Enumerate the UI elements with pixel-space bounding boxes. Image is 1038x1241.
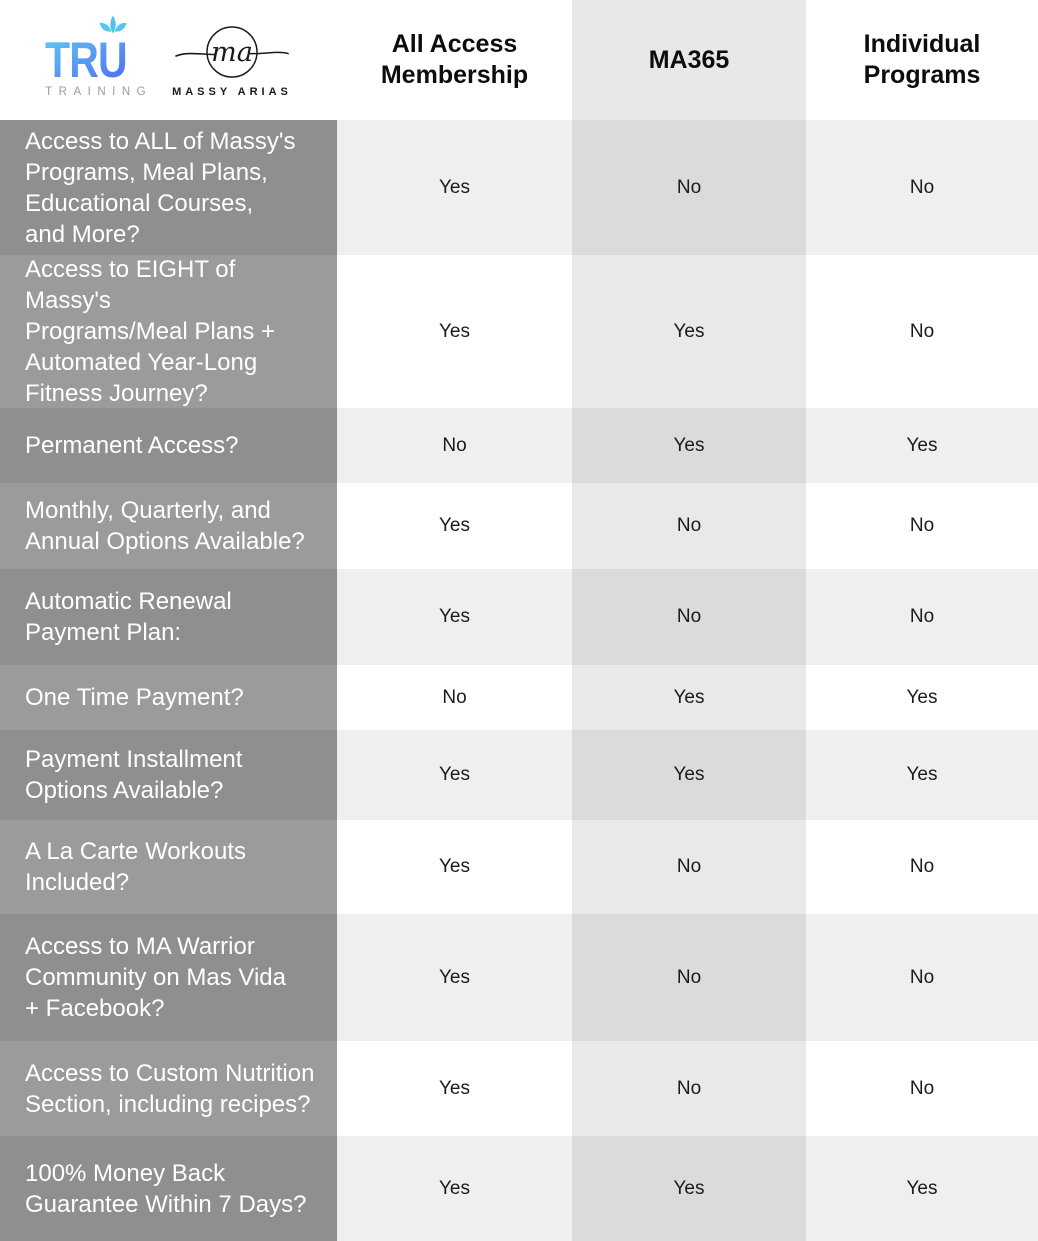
value-individual: No: [806, 1041, 1038, 1136]
value-all-access: No: [337, 665, 572, 730]
value-individual: Yes: [806, 1136, 1038, 1241]
feature-label: Permanent Access?: [0, 408, 337, 483]
value-ma365: Yes: [572, 408, 806, 483]
svg-text:ma: ma: [211, 37, 253, 68]
value-all-access: Yes: [337, 569, 572, 665]
table-row: Automatic Renewal Payment Plan: Yes No N…: [0, 569, 1038, 665]
feature-label: 100% Money Back Guarantee Within 7 Days?: [0, 1136, 337, 1241]
comparison-table-body: Access to ALL of Massy's Programs, Meal …: [0, 120, 1038, 1241]
value-ma365: No: [572, 569, 806, 665]
tru-training-label: TRAINING: [45, 85, 153, 98]
value-all-access: Yes: [337, 1041, 572, 1136]
value-ma365: Yes: [572, 730, 806, 820]
ma-monogram-icon: ma: [175, 25, 289, 78]
value-all-access: Yes: [337, 120, 572, 255]
value-all-access: Yes: [337, 820, 572, 914]
tru-wordmark: TRU: [45, 35, 133, 85]
table-row: Access to ALL of Massy's Programs, Meal …: [0, 120, 1038, 255]
table-row: Permanent Access? No Yes Yes: [0, 408, 1038, 483]
feature-label: Access to Custom Nutrition Section, incl…: [0, 1041, 337, 1136]
value-individual: No: [806, 820, 1038, 914]
value-ma365: Yes: [572, 255, 806, 408]
massy-arias-label: MASSY ARIAS: [172, 85, 292, 98]
value-individual: No: [806, 569, 1038, 665]
table-row: Payment Installment Options Available? Y…: [0, 730, 1038, 820]
massy-arias-logo: ma MASSY ARIAS: [172, 23, 292, 98]
table-row: A La Carte Workouts Included? Yes No No: [0, 820, 1038, 914]
value-all-access: Yes: [337, 483, 572, 569]
value-all-access: Yes: [337, 255, 572, 408]
feature-label: A La Carte Workouts Included?: [0, 820, 337, 914]
table-row: Access to EIGHT of Massy's Programs/Meal…: [0, 255, 1038, 408]
table-row: 100% Money Back Guarantee Within 7 Days?…: [0, 1136, 1038, 1241]
value-ma365: Yes: [572, 665, 806, 730]
value-individual: Yes: [806, 730, 1038, 820]
column-header-all-access: All Access Membership: [380, 30, 529, 89]
value-individual: No: [806, 255, 1038, 408]
value-ma365: No: [572, 820, 806, 914]
value-all-access: Yes: [337, 1136, 572, 1241]
feature-label: Monthly, Quarterly, and Annual Options A…: [0, 483, 337, 569]
value-individual: No: [806, 483, 1038, 569]
feature-label: One Time Payment?: [0, 665, 337, 730]
tru-training-logo: TRU TRAINING: [45, 15, 153, 98]
value-individual: Yes: [806, 665, 1038, 730]
feature-label: Access to EIGHT of Massy's Programs/Meal…: [0, 255, 337, 408]
column-header-ma365: MA365: [572, 0, 806, 120]
logo-area: TRU TRAINING ma MASSY ARIAS: [0, 0, 337, 120]
sprout-leaves-icon: [99, 15, 127, 33]
value-ma365: No: [572, 1041, 806, 1136]
table-row: One Time Payment? No Yes Yes: [0, 665, 1038, 730]
value-individual: No: [806, 914, 1038, 1041]
feature-label: Access to ALL of Massy's Programs, Meal …: [0, 120, 337, 255]
table-row: Access to MA Warrior Community on Mas Vi…: [0, 914, 1038, 1041]
table-header: TRU TRAINING ma MASSY ARIAS All Access M…: [0, 0, 1038, 120]
value-ma365: No: [572, 120, 806, 255]
value-ma365: No: [572, 914, 806, 1041]
value-ma365: No: [572, 483, 806, 569]
value-individual: No: [806, 120, 1038, 255]
value-all-access: Yes: [337, 730, 572, 820]
column-header-individual-programs: Individual Programs: [863, 30, 981, 89]
value-all-access: No: [337, 408, 572, 483]
value-individual: Yes: [806, 408, 1038, 483]
value-ma365: Yes: [572, 1136, 806, 1241]
value-all-access: Yes: [337, 914, 572, 1041]
feature-label: Payment Installment Options Available?: [0, 730, 337, 820]
feature-label: Automatic Renewal Payment Plan:: [0, 569, 337, 665]
table-row: Monthly, Quarterly, and Annual Options A…: [0, 483, 1038, 569]
table-row: Access to Custom Nutrition Section, incl…: [0, 1041, 1038, 1136]
feature-label: Access to MA Warrior Community on Mas Vi…: [0, 914, 337, 1041]
